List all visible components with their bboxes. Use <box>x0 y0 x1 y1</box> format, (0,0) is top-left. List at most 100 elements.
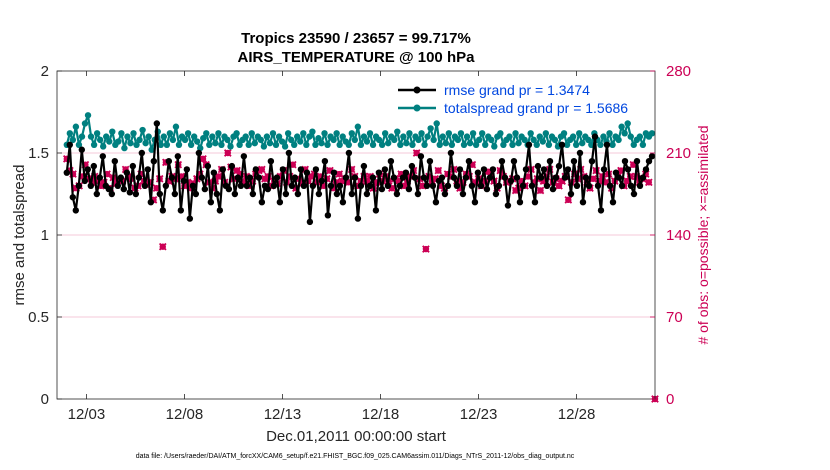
rmse-point <box>528 182 536 189</box>
rmse-point <box>507 177 515 185</box>
rmse-point <box>408 162 416 170</box>
rmse-point <box>255 174 263 181</box>
rmse-point <box>237 182 245 189</box>
totalspread-point <box>215 130 222 137</box>
x-tick-label: 12/18 <box>362 406 400 423</box>
totalspread-point <box>187 141 195 148</box>
rmse-point <box>63 169 71 176</box>
totalspread-point <box>618 123 625 130</box>
rmse-point <box>156 190 164 198</box>
rmse-point <box>597 207 605 214</box>
totalspread-point <box>427 125 434 132</box>
totalspread-point <box>430 136 437 144</box>
totalspread-point <box>579 139 586 147</box>
rmse-point <box>219 166 227 173</box>
totalspread-point <box>469 130 477 137</box>
totalspread-point <box>72 123 80 130</box>
totalspread-point <box>172 123 180 130</box>
rmse-point <box>459 190 467 198</box>
rmse-point <box>117 174 125 181</box>
totalspread-point <box>181 136 189 144</box>
totalspread-point <box>463 133 471 140</box>
rmse-point <box>642 166 650 173</box>
totalspread-point <box>330 136 337 144</box>
rmse-point <box>225 185 233 193</box>
totalspread-point <box>491 143 498 150</box>
totalspread-point <box>260 143 268 150</box>
totalspread-point <box>294 133 301 140</box>
totalspread-point <box>148 146 155 153</box>
rmse-point <box>510 158 518 165</box>
totalspread-point <box>248 130 255 137</box>
rmse-point <box>384 182 392 189</box>
y-right-tick-label: 210 <box>666 145 691 162</box>
rmse-point <box>558 141 566 148</box>
totalspread-point <box>166 130 174 137</box>
rmse-point <box>324 212 332 219</box>
totalspread-point <box>597 141 604 148</box>
rmse-point <box>474 169 482 176</box>
totalspread-point <box>263 133 271 140</box>
rmse-point <box>447 149 455 157</box>
y-right-tick-label: 0 <box>666 391 674 408</box>
totalspread-point <box>245 141 252 148</box>
rmse-point <box>636 182 644 189</box>
rmse-point <box>519 182 527 189</box>
totalspread-point <box>563 141 571 148</box>
totalspread-point <box>621 130 628 137</box>
y-tick-label: 2 <box>41 63 49 80</box>
totalspread-point <box>406 130 413 137</box>
rmse-point <box>105 185 113 193</box>
rmse-point <box>93 190 101 198</box>
totalspread-point <box>600 133 607 140</box>
rmse-point <box>312 166 320 173</box>
rmse-point <box>363 190 371 198</box>
rmse-point <box>576 149 584 157</box>
rmse-point <box>153 120 161 127</box>
totalspread-point <box>488 136 495 144</box>
rmse-point <box>621 158 629 165</box>
rmse-point <box>411 174 419 181</box>
totalspread-point <box>212 139 219 147</box>
y-axis-label: rmse and totalspread <box>11 165 28 306</box>
rmse-point <box>228 162 236 170</box>
rmse-point <box>573 182 581 189</box>
rmse-point <box>492 190 500 198</box>
rmse-point <box>420 174 428 181</box>
totalspread-point <box>357 141 365 148</box>
totalspread-point <box>339 133 346 140</box>
rmse-point <box>258 199 266 206</box>
totalspread-point <box>576 130 583 137</box>
rmse-point <box>495 182 503 189</box>
rmse-point <box>438 174 446 181</box>
rmse-point <box>165 158 173 165</box>
totalspread-point <box>530 136 537 144</box>
rmse-point <box>147 199 155 206</box>
rmse-point <box>588 158 596 165</box>
totalspread-point <box>96 136 104 144</box>
totalspread-point <box>630 141 637 148</box>
rmse-point <box>570 158 578 165</box>
totalspread-point <box>460 141 468 148</box>
totalspread-point <box>236 141 243 148</box>
totalspread-point <box>130 130 137 137</box>
totalspread-point <box>321 130 328 137</box>
y-tick-label: 0.5 <box>28 309 49 326</box>
rmse-point <box>537 174 545 181</box>
totalspread-point <box>118 130 125 137</box>
totalspread-point <box>121 144 128 152</box>
assimilated-obs-point <box>564 196 573 204</box>
totalspread-point <box>624 120 631 127</box>
rmse-point <box>327 182 335 189</box>
rmse-point <box>417 153 425 160</box>
totalspread-point <box>157 141 164 148</box>
rmse-point <box>234 174 242 181</box>
totalspread-point <box>448 141 456 148</box>
rmse-point <box>366 182 374 189</box>
totalspread-point <box>66 130 74 137</box>
assimilated-obs-point <box>258 165 266 174</box>
rmse-point <box>129 162 137 170</box>
rmse-point <box>564 166 572 173</box>
rmse-point <box>66 141 74 148</box>
rmse-point <box>291 174 299 181</box>
